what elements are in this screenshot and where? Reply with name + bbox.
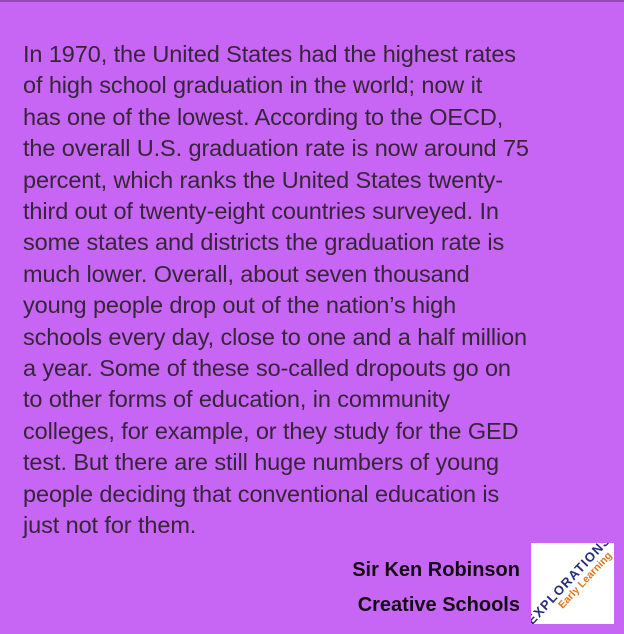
quote-text-block: In 1970, the United States had the highe… [23, 39, 608, 542]
quote-line: much lower. Overall, about seven thousan… [23, 260, 470, 287]
quote-line: young people drop out of the nation’s hi… [23, 292, 457, 319]
quote-line: some states and districts the graduation… [23, 229, 505, 256]
quote-line: test. But there are still huge numbers o… [23, 449, 500, 476]
quote-line: the overall U.S. graduation rate is now … [23, 135, 529, 162]
attribution-author: Sir Ken Robinson [352, 559, 520, 581]
quote-line: to other forms of education, in communit… [23, 386, 450, 413]
quote-line: third out of twenty-eight countries surv… [23, 198, 499, 225]
quote-line: percent, which ranks the United States t… [23, 166, 503, 193]
quote-line: schools every day, close to one and a ha… [23, 323, 528, 350]
quote-line: a year. Some of these so-called dropouts… [23, 355, 511, 382]
quote-line: people deciding that conventional educat… [23, 480, 500, 507]
attribution-source: Creative Schools [357, 594, 520, 616]
quote-line: just not for them. [23, 512, 197, 539]
logo-rotated-text: EXPLORATIONS Early Learning [531, 543, 614, 624]
quote-line: In 1970, the United States had the highe… [23, 41, 516, 67]
quote-line: has one of the lowest. According to the … [23, 103, 504, 130]
quote-line: of high school graduation in the world; … [23, 72, 483, 99]
quote-line: colleges, for example, or they study for… [23, 417, 519, 444]
attribution-block: Sir Ken Robinson Creative Schools [352, 553, 520, 623]
top-edge-shading [0, 0, 624, 2]
explorations-early-learning-logo: EXPLORATIONS Early Learning [531, 543, 614, 624]
